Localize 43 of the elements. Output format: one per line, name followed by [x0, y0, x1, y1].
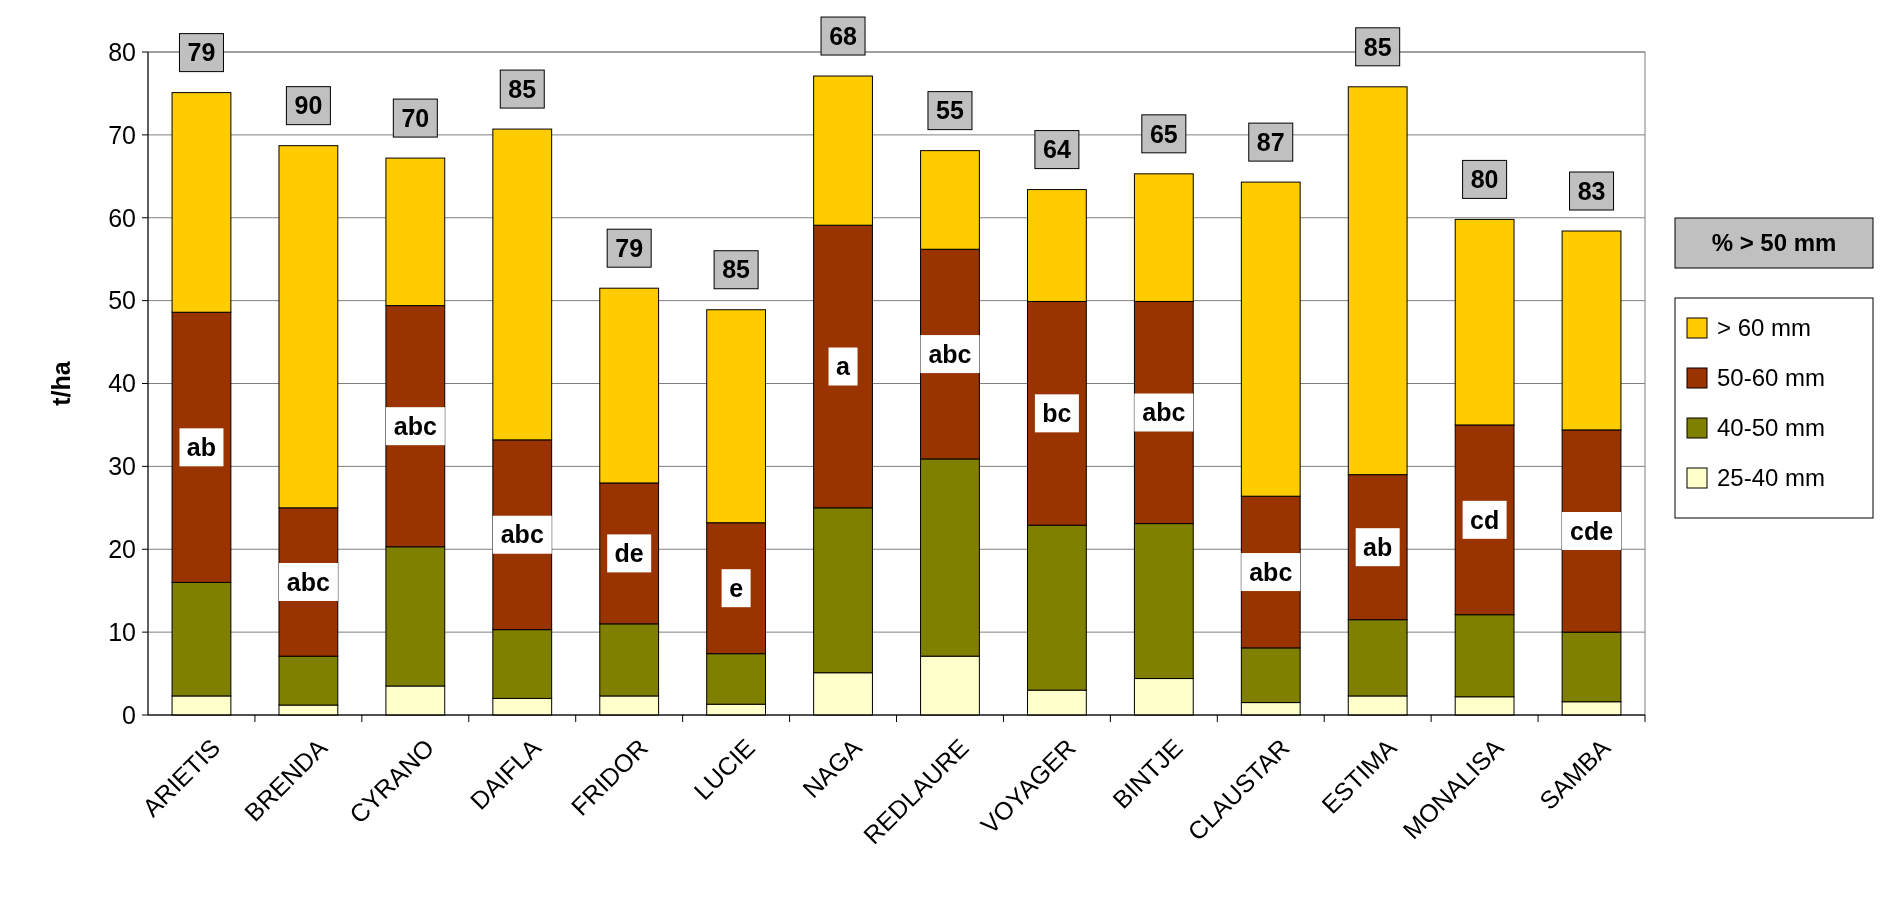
annotation: de — [614, 539, 644, 568]
annotation: abc — [1142, 398, 1186, 427]
annotation: 65 — [1149, 119, 1178, 148]
annotation: abc — [393, 411, 437, 440]
annotation: abc — [286, 567, 331, 596]
annotation: 85 — [1363, 32, 1392, 61]
annotation: cd — [1470, 505, 1500, 534]
annotation: bc — [1042, 399, 1072, 428]
y-tick-label: 70 — [108, 120, 136, 149]
y-tick-label: 0 — [122, 700, 136, 729]
legend-label: 25-40 mm — [1717, 464, 1826, 492]
annotation: 83 — [1577, 176, 1606, 205]
annotation: 68 — [829, 21, 858, 50]
annotation: a — [836, 352, 852, 381]
y-axis-title: t/ha — [47, 360, 75, 406]
annotation: e — [729, 573, 744, 602]
y-tick-label: 60 — [108, 203, 136, 232]
legend-title: % > 50 mm — [1711, 229, 1837, 257]
annotation: abc — [928, 339, 972, 368]
legend-label: 50-60 mm — [1717, 364, 1826, 392]
y-tick-label: 80 — [108, 37, 136, 66]
annotation: ab — [186, 433, 217, 462]
legend-label: 40-50 mm — [1717, 414, 1826, 442]
y-tick-label: 40 — [108, 369, 136, 398]
annotation: cde — [1569, 516, 1614, 545]
y-tick-label: 30 — [108, 452, 136, 481]
annotation: 85 — [722, 255, 751, 284]
annotation: ab — [1363, 532, 1393, 561]
annotation: 70 — [401, 103, 430, 132]
annotation: 64 — [1042, 135, 1071, 164]
y-tick-label: 20 — [108, 535, 136, 563]
annotation: 85 — [508, 74, 537, 103]
annotation: abc — [1249, 557, 1293, 586]
legend-label: > 60 mm — [1717, 314, 1812, 342]
annotation: 79 — [187, 38, 216, 67]
annotation: abc — [500, 520, 544, 549]
y-tick-label: 10 — [108, 617, 136, 646]
annotation: 55 — [936, 96, 964, 125]
annotation: 79 — [615, 233, 644, 262]
y-tick-label: 50 — [108, 286, 136, 315]
annotation: 90 — [294, 91, 323, 120]
annotation: 87 — [1256, 127, 1285, 156]
annotation: 80 — [1470, 165, 1499, 194]
